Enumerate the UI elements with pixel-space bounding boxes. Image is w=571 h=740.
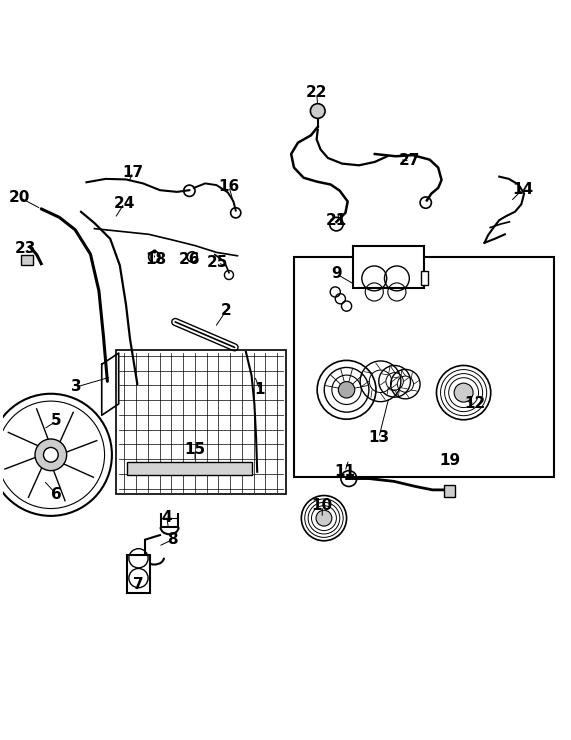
Text: 10: 10 [312, 498, 333, 514]
Circle shape [339, 382, 355, 398]
Text: 19: 19 [439, 453, 460, 468]
Text: 2: 2 [221, 303, 231, 318]
Bar [353, 246, 424, 288]
Text: 18: 18 [145, 252, 166, 267]
Bar [444, 485, 455, 497]
Text: 24: 24 [114, 195, 135, 211]
Text: 12: 12 [464, 397, 485, 411]
Text: 1: 1 [255, 383, 266, 397]
Text: 6: 6 [51, 487, 62, 502]
Text: 11: 11 [335, 464, 355, 480]
Bar [127, 462, 252, 474]
Text: 27: 27 [399, 153, 421, 168]
Text: 4: 4 [162, 510, 172, 525]
Text: 26: 26 [179, 252, 200, 267]
Text: 14: 14 [512, 181, 533, 197]
Bar [21, 255, 33, 266]
Bar [116, 350, 286, 494]
Text: 15: 15 [184, 442, 206, 457]
Circle shape [35, 439, 67, 471]
Text: 20: 20 [9, 190, 30, 205]
Circle shape [454, 383, 473, 402]
Text: 3: 3 [71, 380, 82, 394]
Bar [294, 257, 554, 477]
Text: 8: 8 [167, 532, 178, 547]
Text: 22: 22 [306, 85, 327, 101]
Text: 23: 23 [15, 241, 36, 256]
Text: 7: 7 [133, 577, 144, 592]
Text: 17: 17 [122, 164, 143, 180]
Text: 25: 25 [207, 255, 228, 270]
Text: 9: 9 [331, 266, 341, 281]
Circle shape [311, 104, 325, 118]
Circle shape [43, 448, 58, 462]
Text: 21: 21 [326, 212, 347, 228]
Text: 5: 5 [51, 414, 62, 428]
Circle shape [316, 511, 332, 526]
Bar [127, 555, 150, 593]
Text: 13: 13 [368, 431, 389, 445]
Bar [421, 271, 428, 285]
Text: 16: 16 [218, 179, 240, 194]
